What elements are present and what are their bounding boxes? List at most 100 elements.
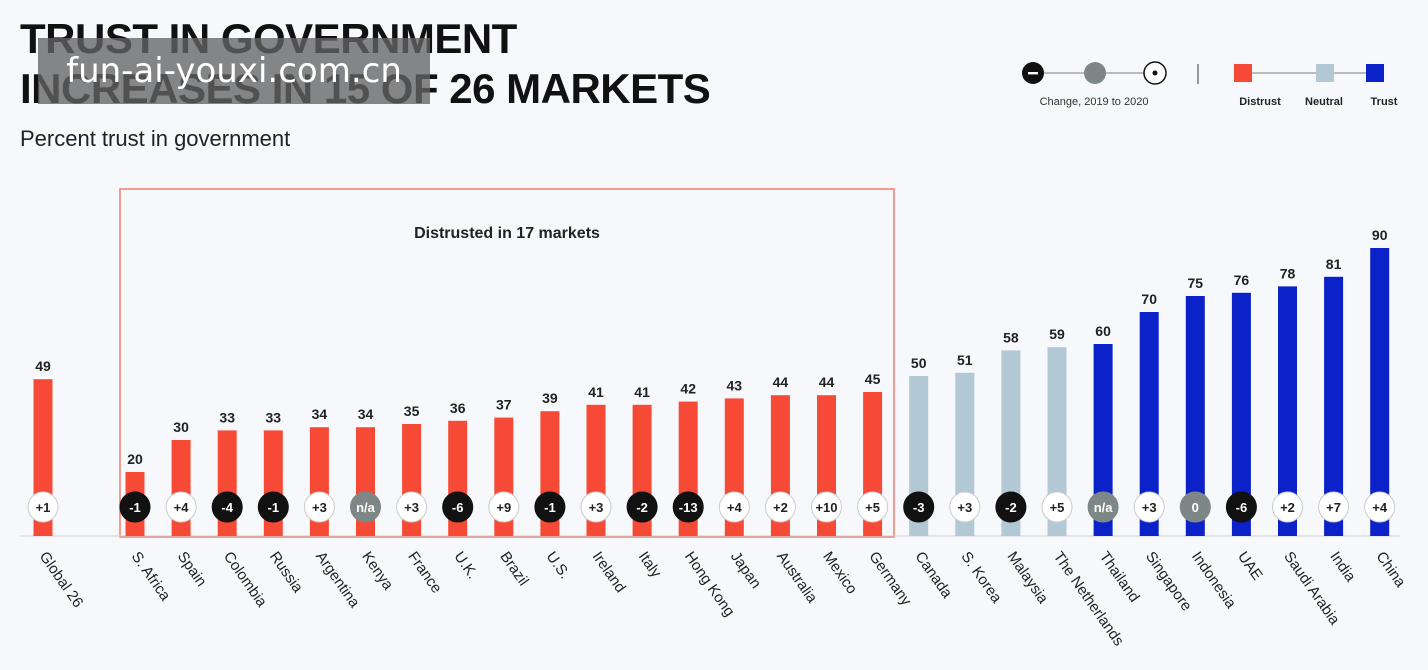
category-label: S. Korea [958, 549, 1006, 607]
change-label: +4 [174, 500, 190, 515]
value-label: 44 [819, 374, 835, 390]
bar [1370, 248, 1390, 536]
legend-neutral-swatch [1316, 64, 1334, 82]
change-label: +4 [1372, 500, 1388, 515]
bars-group: 49 +1 Global 26 20 -1 S. Africa 30 +4 Spain 33 -4 C… [27, 227, 1409, 649]
change-marker [119, 491, 151, 523]
value-label: 30 [173, 419, 189, 435]
change-marker [949, 491, 981, 523]
change-marker [442, 491, 474, 523]
value-label: 49 [35, 358, 51, 374]
legend-distrust-swatch [1234, 64, 1252, 82]
value-label: 44 [773, 374, 789, 390]
change-marker [1087, 491, 1119, 523]
change-label: +9 [496, 500, 511, 515]
change-marker [764, 491, 796, 523]
value-label: 43 [727, 377, 743, 393]
change-marker [257, 491, 289, 523]
change-label: +3 [404, 500, 419, 515]
change-marker [903, 491, 935, 523]
legend-distrust-label: Distrust [1239, 96, 1281, 108]
change-label: +5 [1050, 500, 1065, 515]
bar [1231, 292, 1251, 536]
change-label: -2 [1005, 500, 1017, 515]
change-label: n/a [356, 500, 376, 515]
change-label: -2 [636, 500, 648, 515]
value-label: 35 [404, 403, 420, 419]
change-marker [580, 491, 612, 523]
change-marker [27, 491, 59, 523]
change-label: +3 [589, 500, 604, 515]
category-label: Japan [727, 549, 764, 592]
category-label: Brazil [497, 549, 532, 589]
bar [1047, 347, 1067, 536]
change-label: +5 [865, 500, 880, 515]
change-marker [1041, 491, 1073, 523]
category-label: France [404, 549, 445, 597]
change-label: -6 [1236, 500, 1248, 515]
value-label: 34 [358, 406, 374, 422]
value-label: 51 [957, 352, 973, 368]
value-label: 34 [312, 406, 328, 422]
change-marker [626, 491, 658, 523]
change-label: +4 [727, 500, 743, 515]
category-label: U.S. [543, 549, 574, 583]
category-label: Germany [865, 549, 915, 610]
category-label: U.K. [450, 549, 481, 583]
legend-trust-swatch [1366, 64, 1384, 82]
value-label: 60 [1095, 323, 1111, 339]
category-label: Australia [773, 549, 821, 607]
change-label: -4 [221, 500, 233, 515]
change-marker [1133, 491, 1165, 523]
distrust-region-label: Distrusted in 17 markets [414, 225, 600, 242]
bar [1139, 312, 1159, 536]
value-label: 75 [1188, 275, 1204, 291]
change-marker [811, 491, 842, 523]
value-label: 45 [865, 371, 881, 387]
change-marker [1272, 491, 1303, 523]
category-label: Russia [266, 549, 307, 597]
bar [1324, 276, 1344, 536]
change-marker [672, 491, 704, 523]
change-marker [303, 491, 335, 523]
change-label: -6 [452, 500, 464, 515]
change-marker [1364, 491, 1396, 523]
change-label: +10 [815, 500, 837, 515]
change-marker [1179, 491, 1211, 523]
change-label: +1 [36, 500, 51, 515]
value-label: 41 [634, 384, 650, 400]
change-marker [534, 491, 566, 523]
legend-change-label: Change, 2019 to 2020 [1040, 96, 1149, 108]
change-label: -13 [679, 500, 698, 515]
category-label: China [1372, 549, 1409, 591]
category-label: Ireland [589, 549, 629, 596]
value-label: 59 [1049, 326, 1065, 342]
value-label: 20 [127, 451, 143, 467]
change-label: -1 [268, 500, 280, 515]
change-label: +7 [1326, 500, 1341, 515]
category-label: Thailand [1096, 549, 1143, 606]
category-label: Mexico [819, 549, 860, 598]
value-label: 37 [496, 397, 512, 413]
category-label: Singapore [1142, 549, 1195, 615]
value-label: 42 [680, 381, 696, 397]
category-label: Italy [635, 549, 665, 582]
category-label: Malaysia [1004, 549, 1052, 608]
change-label: -1 [129, 500, 141, 515]
category-label: Canada [911, 549, 955, 602]
value-label: 41 [588, 384, 604, 400]
value-label: 33 [266, 409, 282, 425]
value-label: 90 [1372, 227, 1388, 243]
value-label: 50 [911, 355, 927, 371]
change-label: -1 [544, 500, 556, 515]
legend-neutral-label: Neutral [1305, 96, 1343, 108]
value-label: 76 [1234, 272, 1250, 288]
value-label: 33 [219, 409, 235, 425]
legend-trust-label: Trust [1371, 96, 1398, 108]
value-label: 58 [1003, 329, 1019, 345]
value-label: 39 [542, 390, 558, 406]
change-label: +2 [1280, 500, 1295, 515]
bar [1185, 296, 1205, 536]
value-label: 70 [1141, 291, 1157, 307]
category-label: Colombia [220, 549, 271, 611]
